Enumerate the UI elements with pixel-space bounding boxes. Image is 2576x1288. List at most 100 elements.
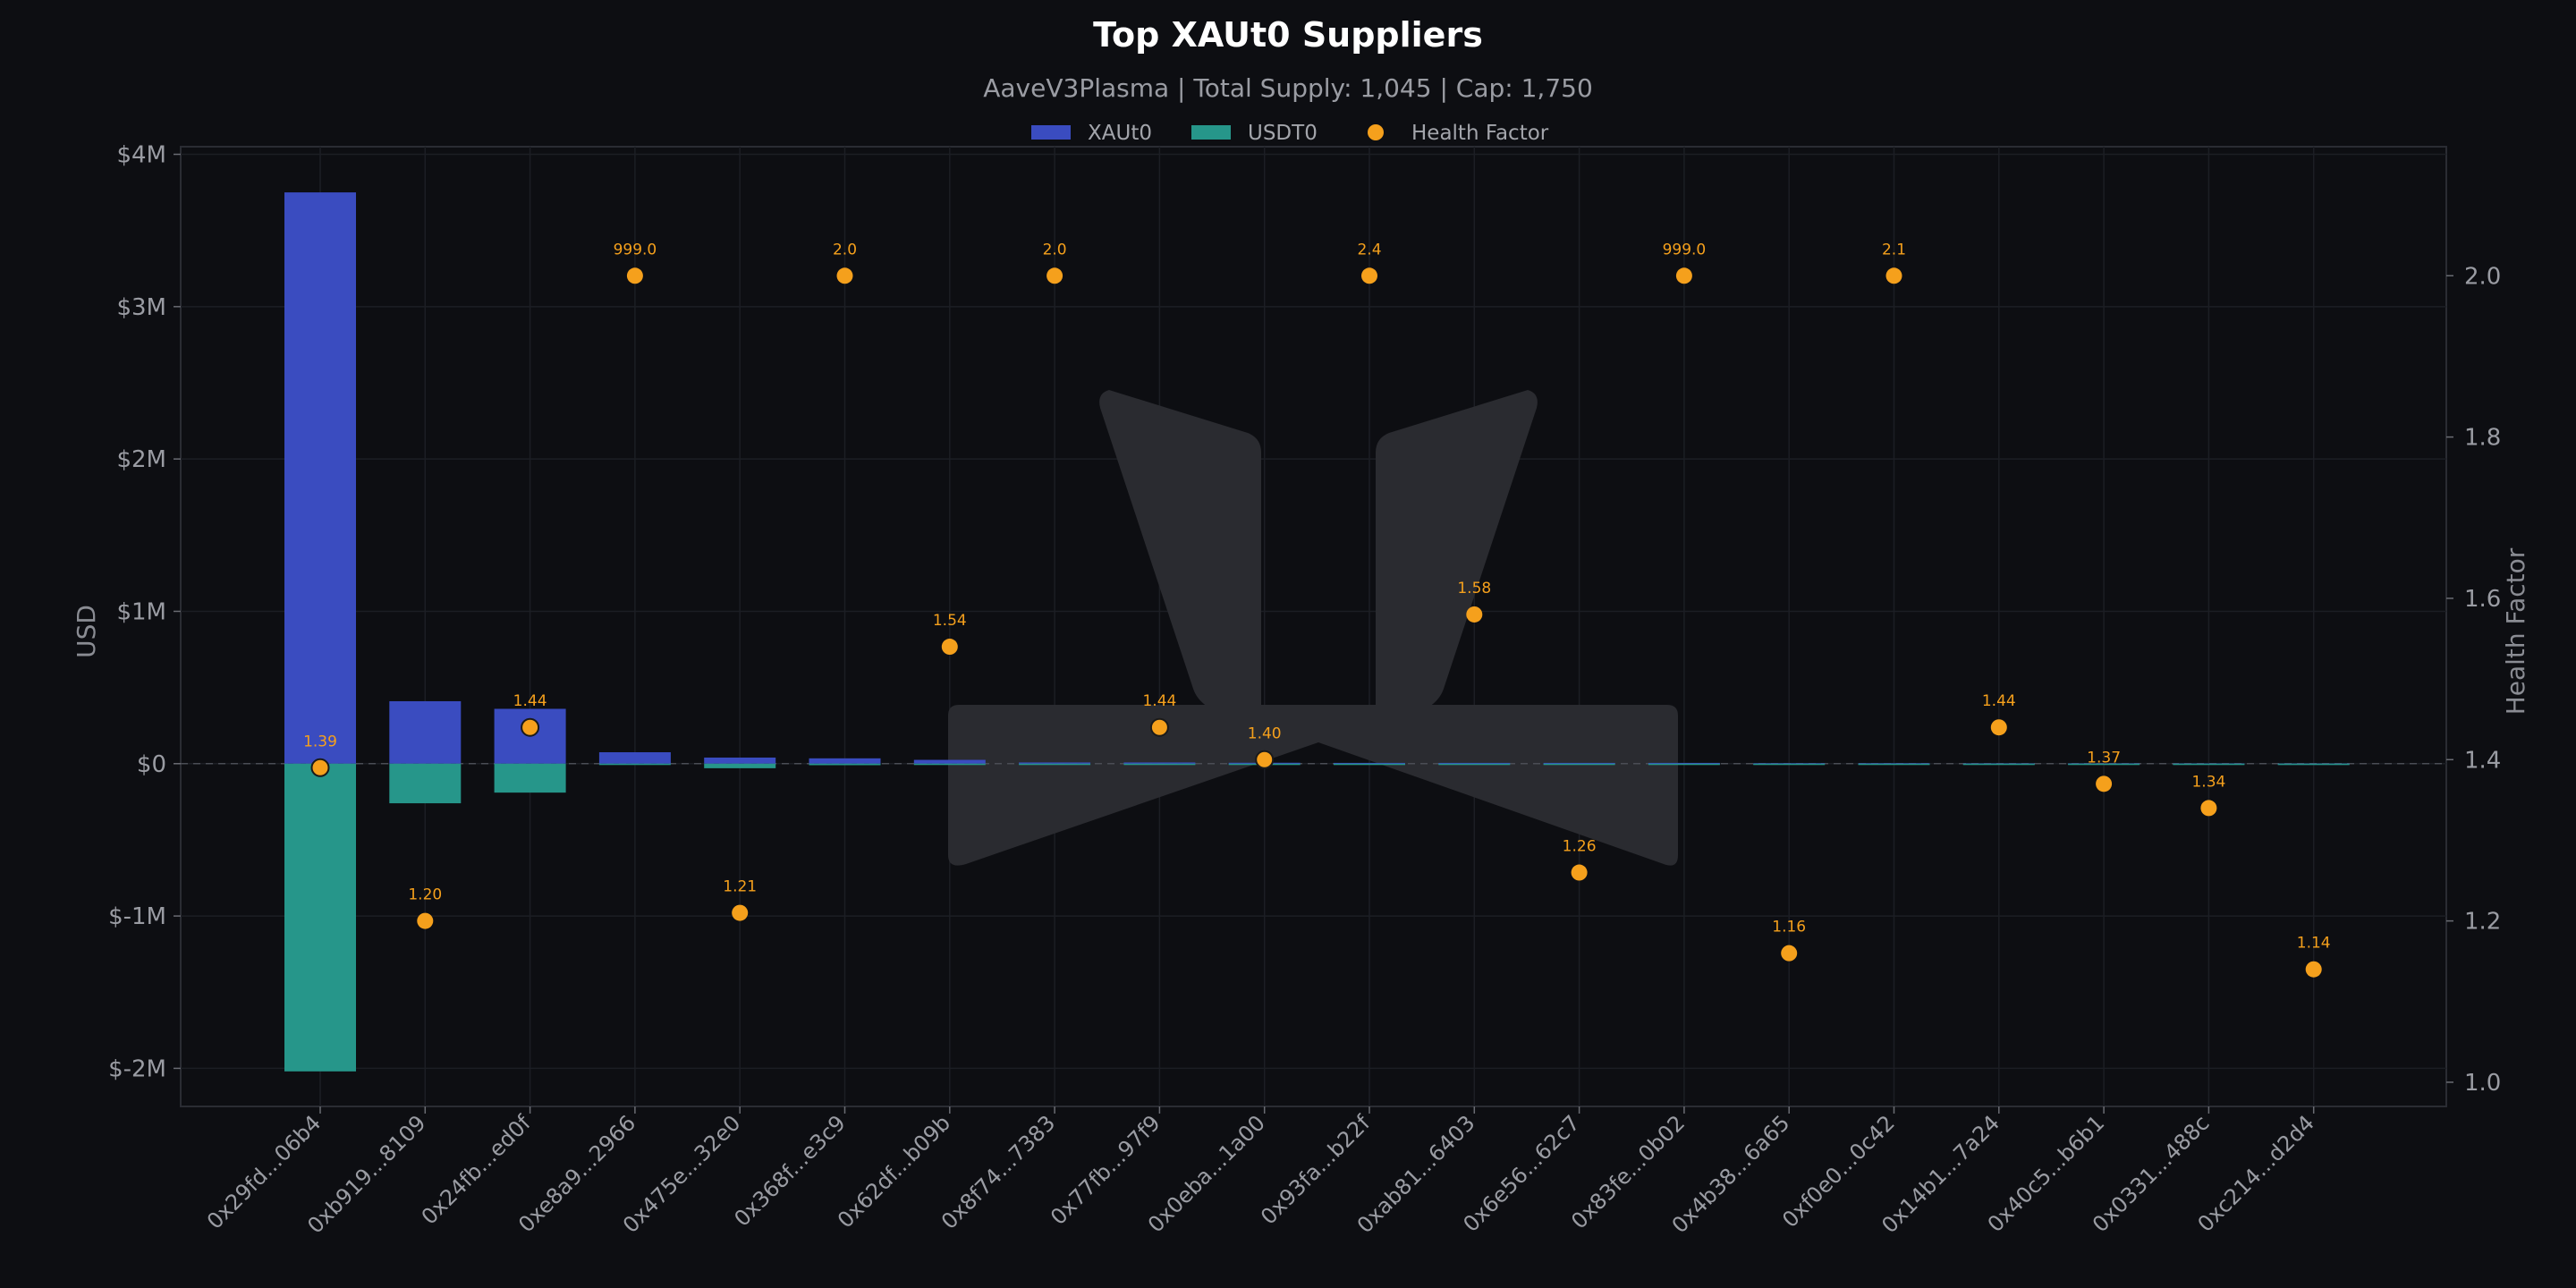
legend: XAUt0 USDT0 Health Factor: [1031, 122, 1549, 145]
health-factor-label: 1.44: [1982, 692, 2016, 710]
x-tick-label: 0x77fb...97f9: [1046, 1110, 1165, 1230]
health-factor-point: [2096, 775, 2113, 792]
health-factor-label: 1.21: [723, 878, 757, 896]
health-factor-point: [1571, 864, 1588, 881]
bar-usdt0: [389, 763, 462, 804]
health-factor-point: [310, 758, 330, 777]
y2-tick-label: 1.2: [2464, 909, 2501, 936]
bar-usdt0: [2277, 763, 2350, 766]
health-factor-point: [626, 267, 643, 284]
bar-usdt0: [1648, 763, 1720, 766]
bar-xaut0: [598, 752, 671, 764]
health-factor-point: [836, 267, 853, 284]
health-factor-label: 1.34: [2191, 773, 2225, 791]
bar-xaut0: [1543, 762, 1615, 765]
health-factor-point: [1149, 717, 1169, 737]
health-factor-label: 2.1: [1882, 241, 1906, 258]
watermark-left-wing: [1099, 390, 1261, 742]
health-factor-point: [521, 717, 540, 737]
bar-usdt0: [913, 763, 986, 766]
bar-xaut0: [1019, 762, 1091, 764]
y2-tick-label: 1.4: [2464, 747, 2501, 774]
watermark-right-wing: [1376, 390, 1538, 742]
health-factor-label: 1.39: [303, 733, 337, 750]
plot-area: 1.39 1.20 1.44 999.0 1.21 2.0 1.54 2.0 1.44 1.40 2…: [108, 142, 2501, 1239]
health-factor-point: [2305, 961, 2322, 978]
legend-label-xaut0: XAUt0: [1088, 122, 1152, 145]
y2-tick-label: 1.6: [2464, 586, 2501, 613]
y2-axis-label: Health Factor: [2501, 547, 2530, 715]
bar-usdt0: [284, 763, 356, 1072]
health-factor-label: 1.37: [2087, 749, 2121, 767]
x-tick-label: 0x8f74...7383: [936, 1110, 1060, 1233]
health-factor-label: 2.0: [1043, 241, 1067, 258]
health-factor-label: 2.0: [833, 241, 857, 258]
bar-usdt0: [494, 763, 566, 793]
x-tick-label: 0xf0e0...0c42: [1777, 1110, 1900, 1233]
y-tick-label: $2M: [116, 446, 166, 473]
bar-xaut0: [1648, 762, 1720, 765]
y2-tick-label: 1.8: [2464, 425, 2501, 452]
legend-swatch-health-factor: [1368, 124, 1384, 140]
health-factor-label: 999.0: [614, 241, 657, 258]
legend-swatch-xaut0: [1031, 125, 1071, 140]
bar-usdt0: [1334, 763, 1405, 766]
bar-usdt0: [2173, 763, 2245, 766]
bar-usdt0: [2068, 763, 2140, 766]
health-factor-label: 1.14: [2297, 935, 2331, 953]
y2-tick-label: 2.0: [2464, 263, 2501, 290]
health-factor-point: [1781, 945, 1798, 962]
plot-frame: [180, 146, 2447, 1107]
legend-label-usdt0: USDT0: [1248, 122, 1318, 145]
bar-xaut0: [1438, 762, 1511, 765]
bar-xaut0: [704, 757, 776, 764]
chart-title: Top XAUt0 Suppliers: [1093, 15, 1483, 55]
y-tick-label: $1M: [116, 598, 166, 625]
health-factor-label: 1.58: [1457, 580, 1491, 597]
y-tick-label: $4M: [116, 142, 166, 169]
health-factor-point: [941, 639, 958, 656]
health-factor-point: [417, 912, 434, 929]
health-factor-label: 1.26: [1563, 838, 1597, 856]
y-tick-label: $-2M: [108, 1055, 166, 1082]
bar-usdt0: [1438, 763, 1511, 766]
health-factor-label: 1.40: [1248, 724, 1282, 742]
x-tick-label: 0x24fb...ed0f: [417, 1110, 537, 1230]
bar-usdt0: [1858, 763, 1930, 766]
chart-subtitle: AaveV3Plasma | Total Supply: 1,045 | Cap…: [983, 73, 1593, 103]
bar-xaut0: [284, 192, 356, 764]
y-tick-label: $-1M: [108, 903, 166, 930]
health-factor-point: [1046, 267, 1063, 284]
health-factor-point: [1885, 267, 1902, 284]
bar-xaut0: [1334, 762, 1405, 765]
x-tick-label: 0x368f...e3c9: [729, 1110, 850, 1231]
health-factor-point: [2200, 800, 2217, 817]
health-factor-label: 1.20: [408, 886, 442, 904]
y-tick-label: $0: [137, 751, 166, 778]
health-factor-point: [1990, 719, 2007, 736]
health-factor-label: 999.0: [1663, 241, 1707, 258]
x-tick-label: 0x62df...b09b: [833, 1110, 955, 1233]
y2-tick-label: 1.0: [2464, 1070, 2501, 1097]
health-factor-label: 1.54: [933, 612, 967, 630]
health-factor-point: [1466, 606, 1483, 623]
legend-label-health-factor: Health Factor: [1411, 122, 1549, 145]
bar-xaut0: [809, 758, 881, 764]
health-factor-label: 2.4: [1357, 241, 1381, 258]
bar-xaut0: [913, 759, 986, 764]
health-factor-point: [1675, 267, 1692, 284]
bar-xaut0: [389, 700, 462, 764]
health-factor-label: 1.44: [513, 692, 547, 710]
health-factor-label: 1.16: [1772, 919, 1806, 936]
y-axis-label: USD: [72, 605, 101, 658]
x-tick-label: 0x93fa...b22f: [1256, 1110, 1376, 1230]
health-factor-point: [1361, 267, 1377, 284]
bar-usdt0: [1123, 763, 1196, 766]
bar-usdt0: [809, 763, 881, 766]
health-factor-point: [1255, 750, 1275, 769]
bar-usdt0: [704, 763, 776, 768]
bar-usdt0: [1962, 763, 2035, 766]
bar-usdt0: [1753, 763, 1826, 766]
y-tick-label: $3M: [116, 294, 166, 321]
